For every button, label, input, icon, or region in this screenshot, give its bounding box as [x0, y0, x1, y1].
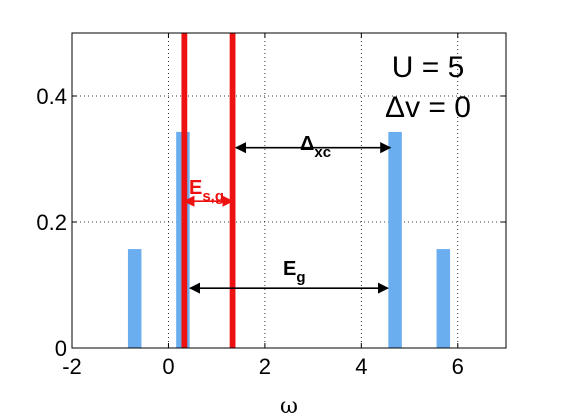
grid [72, 33, 506, 348]
y-tick-label: 0 [55, 336, 67, 361]
x-tick-label: 0 [162, 354, 174, 379]
ks-peak-bar [181, 33, 188, 348]
labels: ω U = 5 Δv = 0 Δxc Es,g Eg [189, 51, 471, 419]
gap-label: Es,g [189, 177, 224, 205]
plot-frame [71, 32, 507, 349]
arrows [183, 142, 392, 294]
x-axis-label: ω [280, 394, 298, 419]
gap-label: Δxc [300, 133, 331, 161]
spectral-bar [388, 131, 402, 348]
x-tick-label: 2 [259, 354, 271, 379]
ks-peak-bar [229, 33, 236, 348]
y-tick-label: 0.4 [36, 84, 67, 109]
annotation-label: Δv = 0 [385, 91, 471, 124]
x-tick-label: 6 [452, 354, 464, 379]
y-tick-label: 0.2 [36, 210, 67, 235]
gap-label: Eg [283, 258, 306, 286]
ticks: -2 0 2 4 600.20.4 [36, 33, 506, 379]
spectral-bar [127, 249, 142, 348]
spectral-bar [436, 249, 451, 348]
x-tick-label: -2 [62, 354, 82, 379]
plot-background [72, 33, 506, 348]
bars [127, 33, 451, 348]
x-tick-label: 4 [355, 354, 367, 379]
annotation-label: U = 5 [392, 51, 465, 84]
